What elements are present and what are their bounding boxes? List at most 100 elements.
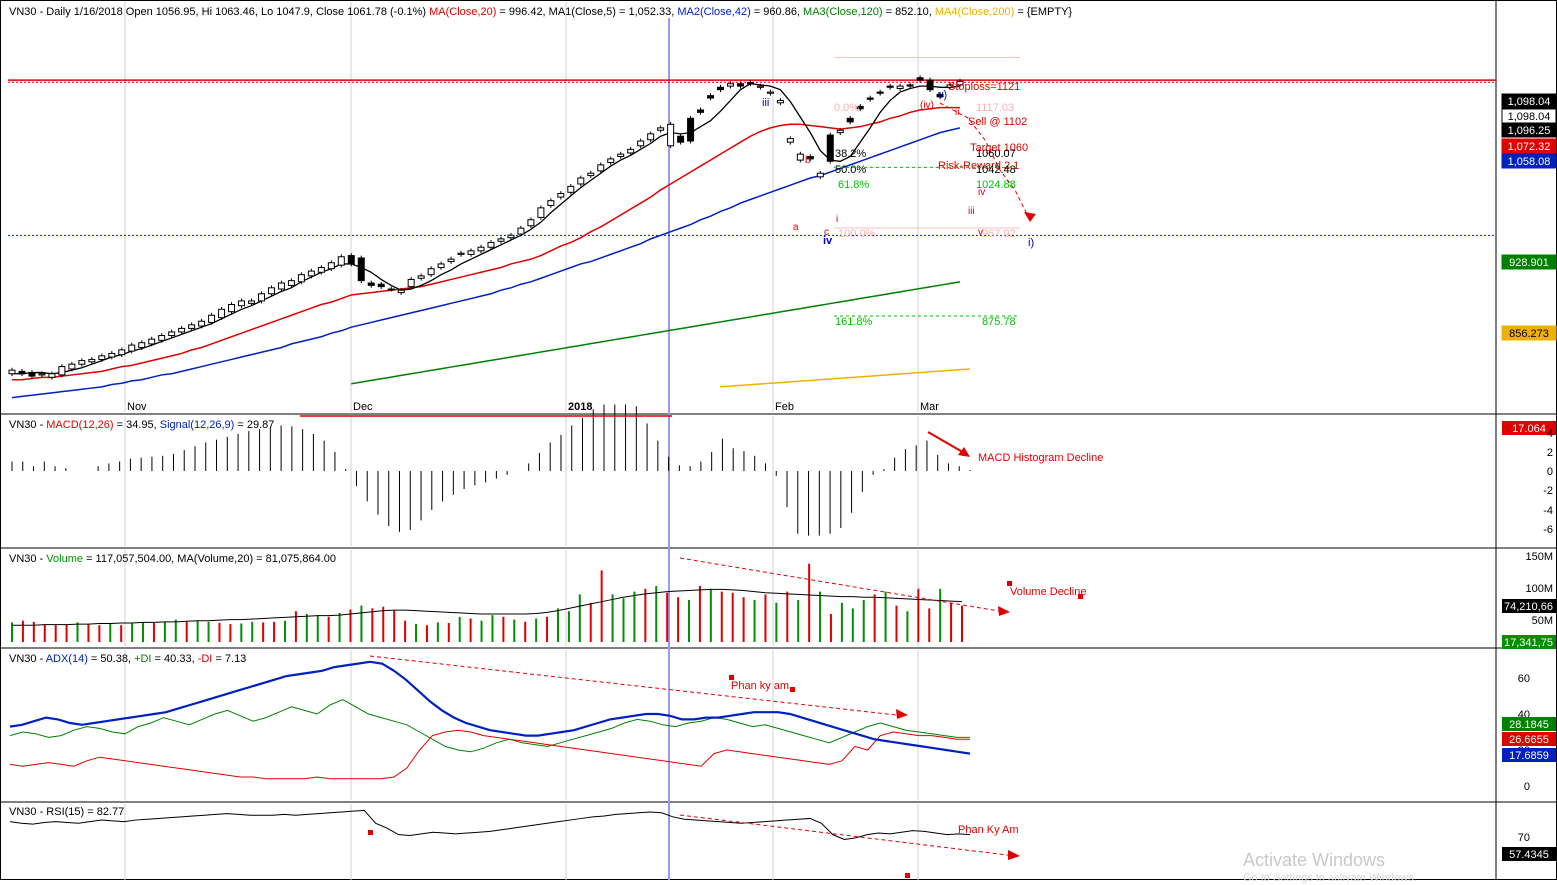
target-label: Target 1060: [970, 142, 1028, 154]
macd-annotation: MACD Histogram Decline: [978, 452, 1103, 464]
ma20-line: [12, 106, 960, 381]
rsi-badge: [1502, 847, 1556, 861]
candle-body: [587, 172, 595, 177]
volume-header: VN30 - Volume = 117,057,504.00, MA(Volum…: [9, 553, 336, 565]
candle-body: [726, 83, 734, 87]
macd-arrow-line: [927, 431, 967, 455]
wave-c-label: c: [824, 227, 829, 238]
wave-a-label: a: [793, 222, 799, 233]
candle-body: [956, 80, 964, 86]
volume-annotation: Volume Decline: [1010, 586, 1086, 598]
macd-tick: 0: [1547, 466, 1553, 478]
adx-line: [9, 660, 971, 755]
macd-tick: -2: [1543, 485, 1553, 497]
candle-body: [58, 366, 66, 376]
candle-body: [856, 105, 864, 110]
candle-body: [118, 349, 126, 356]
price-badge: [1501, 254, 1557, 270]
candle-body: [447, 258, 455, 263]
price-badge: [1501, 153, 1557, 169]
activate-windows-subtext: Go to Settings to activate Windows.: [1243, 872, 1417, 884]
price-badge-text: 856.273: [1509, 328, 1549, 340]
ma5-line: [12, 83, 961, 375]
adx-badge: [1502, 732, 1556, 746]
candle-body: [507, 234, 515, 239]
candle-body: [896, 85, 904, 89]
level-1024: 1024.88: [976, 179, 1016, 191]
candle-body: [287, 280, 295, 286]
candle-body: [238, 300, 246, 307]
candle-body: [128, 344, 136, 352]
candle-body: [178, 327, 186, 333]
adx-marker: [790, 687, 795, 692]
candle-body: [407, 278, 415, 288]
rsi-tick: 70: [1518, 832, 1530, 844]
rsi-badge-text: 57.4345: [1509, 849, 1549, 861]
candle-body: [836, 129, 844, 134]
candle-body: [477, 246, 485, 252]
price-badge: [1501, 138, 1557, 154]
candle-body: [148, 338, 156, 345]
volume-tick: 100M: [1525, 583, 1553, 595]
mdi-line: [9, 729, 970, 780]
rsi-marker: [905, 873, 910, 878]
candle-body: [637, 140, 645, 147]
adx-badge: [1502, 748, 1556, 762]
candle-body: [437, 263, 445, 269]
fib-0: 0.0%: [834, 102, 859, 114]
candle-body: [677, 135, 685, 143]
candle-body: [188, 324, 196, 329]
volume-badge2: [1502, 635, 1556, 649]
candle-body: [327, 262, 335, 270]
candle-body: [806, 156, 814, 160]
adx-badge-text: 28.1845: [1509, 719, 1549, 731]
adx-header: VN30 - ADX(14) = 50.38, +DI = 40.33, -DI…: [9, 653, 246, 665]
level-967: 967.92: [982, 228, 1016, 240]
volume-marker: [1007, 581, 1012, 586]
candle-body: [926, 79, 934, 91]
macd-arrowhead: [958, 447, 970, 457]
candle-body: [417, 275, 425, 279]
fib-382: 38.2%: [835, 148, 866, 160]
candle-body: [88, 358, 96, 363]
volume-tick: 50M: [1532, 615, 1553, 627]
candle-body: [387, 288, 395, 291]
price-header: VN30 - Daily 1/16/2018 Open 1056.95, Hi …: [9, 6, 1072, 18]
candle-body: [377, 283, 385, 288]
wave-i-small-label: i: [836, 214, 838, 225]
candle-body: [906, 84, 914, 87]
candle-body: [617, 153, 625, 158]
candle-body: [48, 373, 56, 378]
macd-badge-text: 17.064: [1512, 423, 1546, 435]
candle-body: [457, 252, 465, 255]
candle-body: [916, 77, 924, 81]
adx-trend-line: [369, 655, 906, 717]
candle-body: [317, 267, 325, 273]
candle-body: [607, 158, 615, 163]
candle-body: [657, 127, 665, 131]
adx-badge-text: 26.6655: [1509, 734, 1549, 746]
volume-badge2-text: 17,341,75: [1504, 637, 1553, 649]
x-axis-label: Feb: [775, 401, 794, 413]
wave-ii-label: ii: [955, 107, 959, 118]
adx-arrowhead: [896, 709, 908, 719]
candle-body: [277, 282, 285, 290]
adx-annotation: Phan ky am: [731, 680, 789, 692]
wave-v-red-label: v: [978, 227, 983, 238]
candle-body: [527, 219, 535, 227]
candle-body: [297, 274, 305, 283]
candle-body: [866, 97, 874, 100]
wave-iv-blue: iv: [823, 235, 833, 247]
wave-b-label: b: [805, 155, 811, 166]
candle-body: [337, 256, 345, 266]
candle-body: [846, 117, 854, 123]
ma200-line: [719, 368, 971, 388]
wave-i-label: i): [1028, 237, 1034, 249]
volume-marker: [1078, 594, 1083, 599]
candle-body: [497, 238, 505, 242]
candle-body: [816, 172, 824, 178]
candle-body: [208, 314, 216, 323]
adx-marker: [729, 675, 734, 680]
x-axis-label: Mar: [920, 401, 939, 413]
candle-body: [936, 93, 944, 98]
